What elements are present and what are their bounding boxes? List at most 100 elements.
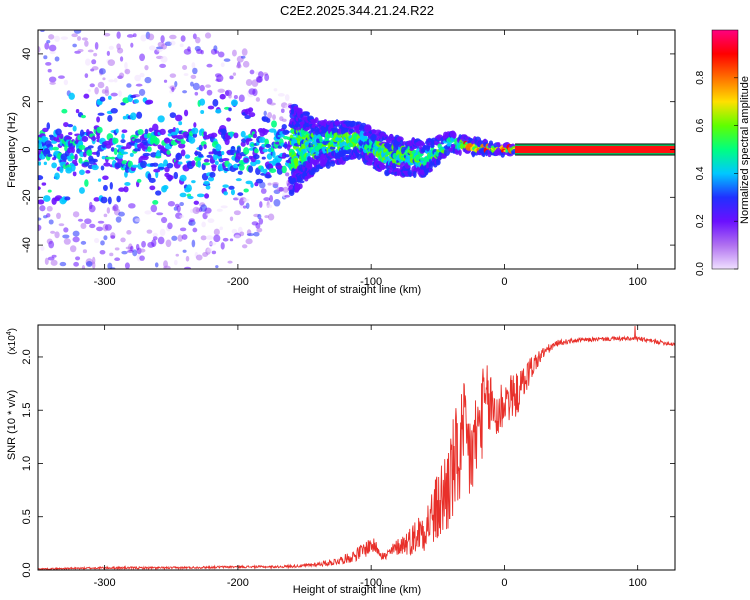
spectral-blob [264,73,270,82]
colorbar-tick-label: 0.2 [695,214,706,228]
spectral-blob [38,161,42,166]
spectral-blob [130,42,134,48]
spectral-blob [147,33,155,41]
spectral-blob [180,140,186,145]
spectral-blob [140,160,148,169]
spectral-blob [163,79,168,83]
spectral-blob [229,131,234,138]
spectral-blob [72,125,77,132]
spectral-blob [63,238,71,245]
spectral-blob [222,237,229,242]
spectral-blob [191,180,196,184]
spectral-blob [106,50,110,56]
spectral-blob [263,197,270,202]
spectral-blob [157,115,165,123]
spectral-blob [184,266,192,269]
spectral-blob [181,234,188,240]
spectral-blob [81,37,88,41]
spectral-blob [160,55,168,63]
spectral-blob [302,148,307,154]
colorbar-tick-label: 0.6 [695,118,706,132]
spectral-blob [112,137,119,144]
spectral-blob [97,81,105,89]
spectral-blob [138,248,146,253]
spectral-blob [175,114,183,122]
spectral-blob [197,160,202,168]
spectral-blob [80,222,87,230]
spectral-blob [178,121,183,126]
spectral-blob [179,227,187,232]
spectral-blob [137,129,144,136]
spectral-blob [216,74,224,83]
spectral-blob [169,112,177,119]
spectral-blob [144,128,149,135]
spectral-blob [173,259,178,266]
spectral-blob [165,239,172,248]
spectral-blob [351,120,356,127]
spectral-blob [163,265,171,269]
spectral-blob [210,132,218,138]
spectral-blob [186,184,192,192]
spectral-blob [284,154,290,158]
spectral-blob [130,245,134,252]
spectral-blob [195,207,200,213]
spectral-blob [54,195,63,201]
spectral-blob [83,161,90,167]
spectral-blob [245,202,250,209]
spectral-blob [152,200,159,205]
spectral-blob [284,130,290,134]
spectral-blob [213,234,221,243]
spectral-blob [258,218,264,225]
spectral-blob [458,149,462,156]
spectral-blob [117,47,124,54]
spectral-blob [217,88,225,93]
spectral-blob [114,257,121,262]
spectral-blob [102,184,108,191]
spectral-blob [269,194,274,203]
spectral-blob [50,230,56,234]
spectral-blob [84,218,92,225]
spectral-blob [48,76,57,83]
spectral-blob [277,93,285,97]
spectral-blob [60,36,69,40]
spectral-blob [67,123,74,128]
spectral-blob [244,115,251,120]
spectral-blob [245,78,253,86]
spectral-blob [206,154,213,158]
spectral-blob [85,170,91,174]
spectral-blob [191,62,196,69]
snr-x-axis: -300 -200 -100 0 100 [94,325,647,589]
spectral-blob [204,193,210,199]
spectral-blob [49,50,56,55]
x-tick-label: -300 [94,276,116,288]
spectral-blob [269,102,276,106]
spectral-blob [229,75,234,80]
spectral-blob [228,185,235,190]
spectral-blob [78,144,86,150]
spectral-blob [113,78,118,83]
spectral-blob [96,126,103,134]
spectral-blob [183,109,189,117]
spectral-blob [242,198,250,202]
spectral-blob [146,229,153,234]
spectral-blob [124,61,128,70]
spectral-blob [102,175,109,181]
spectral-blob [192,227,198,233]
x-tick-label: -100 [360,276,382,288]
spectral-blob [188,136,196,144]
spectral-blob [124,262,130,269]
spectral-blob [245,138,253,142]
y-tick-label: 1.0 [21,456,33,471]
spectral-blob [99,249,106,255]
spectral-blob [284,94,290,102]
spectral-blob [264,215,269,219]
spectral-blob [46,213,51,218]
spectral-blob [97,178,102,182]
spectral-blob [75,108,80,114]
spectral-blob [216,208,223,212]
spectral-blob [120,139,126,144]
spectral-blob [145,99,154,105]
spectral-blob [252,88,258,97]
spectral-blob [238,163,245,171]
spectral-blob [81,135,89,143]
